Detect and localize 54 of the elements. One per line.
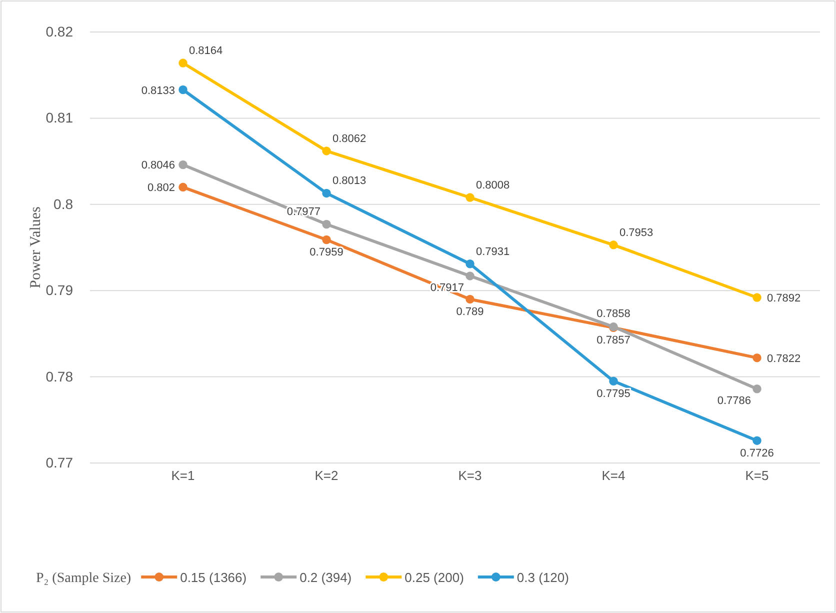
y-axis-title: Power Values (28, 206, 44, 288)
data-label: 0.7931 (476, 246, 510, 258)
point (752, 384, 762, 394)
data-label: 0.7977 (286, 206, 320, 218)
y-tick-label: 0.8 (54, 196, 74, 212)
point (322, 146, 331, 156)
data-label: 0.7959 (310, 246, 344, 259)
legend-label: 0.15 (1366) (180, 570, 247, 585)
data-label: 0.7953 (620, 226, 654, 239)
y-tick-label: 0.81 (46, 110, 74, 126)
legend-label: 0.2 (394) (300, 570, 352, 585)
y-tick-label: 0.77 (46, 454, 74, 470)
point (752, 293, 762, 302)
data-label: 0.7857 (596, 334, 630, 347)
point (752, 353, 762, 362)
data-label: 0.8046 (141, 160, 175, 172)
data-label: 0.8008 (476, 180, 510, 192)
y-tick-label: 0.82 (46, 23, 74, 40)
data-label: 0.789 (456, 306, 484, 318)
data-label: 0.802 (147, 182, 175, 194)
legend-label: 0.3 (120) (516, 570, 569, 585)
legend-label: 0.25 (200) (404, 570, 464, 585)
data-label: 0.7858 (596, 308, 630, 320)
point (752, 436, 762, 445)
point (466, 193, 474, 202)
point (466, 272, 474, 280)
point (178, 182, 188, 192)
data-label: 0.7892 (767, 292, 801, 304)
data-label: 0.7786 (717, 394, 751, 407)
point (178, 85, 188, 94)
y-tick-label: 0.78 (46, 368, 74, 384)
data-label: 0.8013 (332, 175, 366, 188)
data-label: 0.7795 (596, 388, 630, 400)
point (178, 160, 188, 170)
point (322, 188, 331, 198)
data-label: 0.8164 (189, 45, 223, 58)
point (466, 260, 474, 268)
point (322, 220, 331, 229)
x-tick-label: K=1 (171, 468, 195, 483)
point (609, 240, 618, 250)
data-label: 0.8062 (332, 132, 366, 145)
legend-title: P₂ (Sample Size) (36, 571, 132, 586)
x-tick-label: K=4 (602, 468, 626, 483)
x-tick-label: K=2 (314, 468, 338, 483)
point (178, 58, 188, 68)
x-tick-label: K=5 (745, 468, 769, 483)
x-tick-label: K=3 (458, 468, 482, 483)
data-label: 0.7726 (740, 448, 774, 460)
point (609, 376, 618, 386)
y-tick-label: 0.79 (46, 282, 74, 298)
point (466, 294, 474, 304)
data-label: 0.7822 (767, 352, 801, 365)
point (322, 235, 331, 244)
data-label: 0.8133 (141, 84, 175, 97)
